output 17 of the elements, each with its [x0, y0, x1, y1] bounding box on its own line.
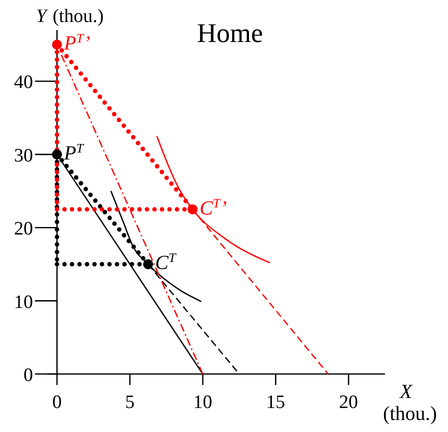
x-axis-title: X (thou.)	[383, 381, 437, 425]
series-label: C$^{T}$’	[200, 194, 228, 220]
series-label: P$^{T}$’	[63, 30, 90, 55]
x-tick-label: 5	[125, 392, 135, 413]
x-tick-label: 20	[339, 392, 358, 413]
x-tick-label: 15	[266, 392, 286, 413]
series-label: C$^{T}$	[155, 250, 176, 274]
y-tick-label: 10	[14, 292, 33, 313]
y-tick-label: 0	[24, 365, 33, 386]
chart-title: Home	[197, 18, 264, 48]
y-tick-label: 20	[14, 218, 33, 240]
y-tick-label: 40	[14, 72, 33, 94]
x-tick-label: 0	[52, 392, 62, 413]
x-tick-label: 10	[193, 392, 212, 413]
y-axis-title: Y (thou.)	[36, 6, 104, 27]
y-tick-label: 30	[14, 145, 33, 166]
legend-label: P$^{T}$	[63, 140, 84, 164]
